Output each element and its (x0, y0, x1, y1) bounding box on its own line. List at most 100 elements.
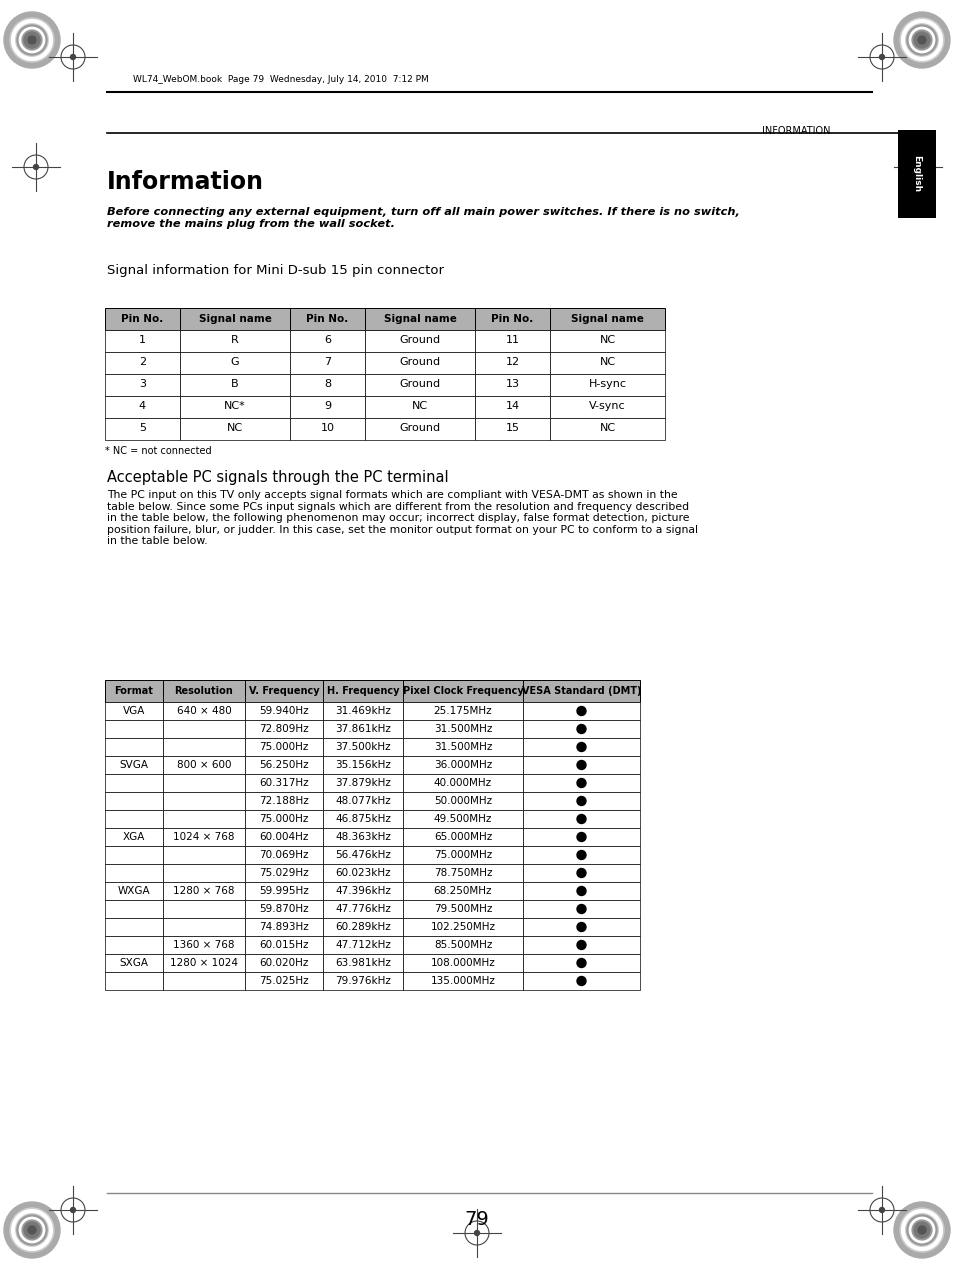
Bar (105, 864, 163, 882)
Bar (105, 954, 163, 972)
Text: 48.077kHz: 48.077kHz (335, 796, 391, 806)
Text: 59.870Hz: 59.870Hz (259, 903, 309, 914)
Bar (290, 329, 365, 352)
Bar (245, 900, 323, 919)
Text: 75.000Hz: 75.000Hz (259, 813, 309, 824)
Text: Ground: Ground (399, 357, 440, 367)
Circle shape (577, 815, 585, 824)
Bar (402, 720, 522, 737)
Bar (323, 720, 402, 737)
Bar (475, 397, 550, 418)
Text: Format: Format (114, 685, 153, 696)
Bar (365, 397, 475, 418)
Text: Signal information for Mini D-sub 15 pin connector: Signal information for Mini D-sub 15 pin… (107, 264, 443, 277)
Bar (163, 720, 245, 737)
Bar (105, 374, 180, 397)
Bar (522, 720, 639, 737)
Bar (402, 846, 522, 864)
Text: 37.500kHz: 37.500kHz (335, 742, 391, 753)
Text: 75.000Hz: 75.000Hz (259, 742, 309, 753)
Circle shape (917, 35, 925, 44)
Bar (245, 756, 323, 774)
Bar (522, 737, 639, 756)
Bar (105, 829, 163, 846)
Text: 37.879kHz: 37.879kHz (335, 778, 391, 788)
Circle shape (577, 922, 585, 931)
Bar (402, 792, 522, 810)
Circle shape (10, 1207, 54, 1252)
Bar (180, 329, 290, 352)
Bar (163, 774, 245, 792)
Text: NC: NC (227, 423, 243, 433)
Bar (290, 418, 365, 440)
Bar (180, 397, 290, 418)
Text: 85.500MHz: 85.500MHz (434, 940, 492, 950)
Bar (323, 702, 402, 720)
Text: Ground: Ground (399, 334, 440, 345)
Text: 60.020Hz: 60.020Hz (259, 958, 309, 968)
Circle shape (577, 850, 585, 859)
Circle shape (577, 707, 585, 716)
Text: 74.893Hz: 74.893Hz (259, 922, 309, 933)
Text: Signal name: Signal name (571, 314, 643, 324)
Text: Acceptable PC signals through the PC terminal: Acceptable PC signals through the PC ter… (107, 470, 448, 485)
Circle shape (893, 1202, 949, 1258)
Bar (105, 308, 180, 329)
Text: 79: 79 (464, 1210, 489, 1229)
Bar (105, 680, 163, 702)
Text: Pin No.: Pin No. (306, 314, 348, 324)
Bar (402, 954, 522, 972)
Bar (402, 810, 522, 829)
Bar (290, 397, 365, 418)
Bar (323, 864, 402, 882)
Text: NC: NC (598, 357, 615, 367)
Circle shape (577, 977, 585, 986)
Circle shape (577, 887, 585, 896)
Text: 50.000MHz: 50.000MHz (434, 796, 492, 806)
Bar (323, 792, 402, 810)
Text: 46.875kHz: 46.875kHz (335, 813, 391, 824)
Text: 1360 × 768: 1360 × 768 (173, 940, 234, 950)
Circle shape (17, 1215, 47, 1245)
Bar (105, 720, 163, 737)
Bar (323, 680, 402, 702)
Circle shape (71, 1207, 75, 1213)
Circle shape (577, 868, 585, 878)
Text: SVGA: SVGA (119, 760, 149, 770)
Bar (550, 352, 664, 374)
Circle shape (577, 940, 585, 949)
Bar (163, 954, 245, 972)
Text: Ground: Ground (399, 423, 440, 433)
Text: 14: 14 (505, 400, 519, 411)
Circle shape (906, 25, 936, 54)
Bar (365, 308, 475, 329)
Text: 9: 9 (324, 400, 331, 411)
Text: 108.000MHz: 108.000MHz (430, 958, 495, 968)
Bar (163, 702, 245, 720)
Circle shape (28, 1226, 36, 1234)
Text: NC: NC (598, 334, 615, 345)
Text: 7: 7 (324, 357, 331, 367)
Bar (365, 418, 475, 440)
Text: 49.500MHz: 49.500MHz (434, 813, 492, 824)
Bar (105, 702, 163, 720)
Text: V-sync: V-sync (589, 400, 625, 411)
Text: NC: NC (412, 400, 428, 411)
Text: 65.000MHz: 65.000MHz (434, 832, 492, 843)
Bar (402, 702, 522, 720)
Bar (402, 900, 522, 919)
Bar (245, 864, 323, 882)
Bar (323, 919, 402, 936)
Bar (323, 900, 402, 919)
Bar (245, 829, 323, 846)
Bar (323, 936, 402, 954)
Bar (180, 374, 290, 397)
Text: VESA Standard (DMT): VESA Standard (DMT) (521, 685, 640, 696)
Circle shape (10, 18, 54, 62)
Bar (245, 954, 323, 972)
Text: G: G (231, 357, 239, 367)
Text: 8: 8 (324, 379, 331, 389)
Text: 79.976kHz: 79.976kHz (335, 976, 391, 986)
Bar (163, 680, 245, 702)
Text: 56.476kHz: 56.476kHz (335, 850, 391, 860)
